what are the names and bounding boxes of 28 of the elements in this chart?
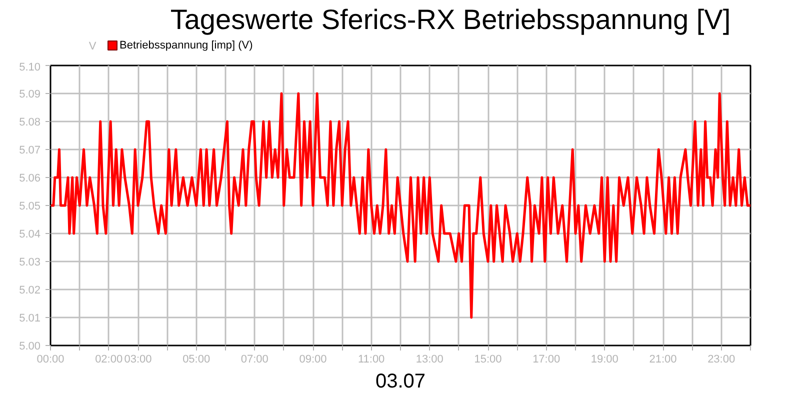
chart-title: Tageswerte Sferics-RX Betriebsspannung [V] <box>170 4 731 35</box>
x-tick-label: 02:00 <box>95 354 123 366</box>
y-tick-label: 5.00 <box>19 340 41 352</box>
x-tick-label: 19:00 <box>590 354 618 366</box>
y-tick-label: 5.10 <box>19 62 41 74</box>
x-tick-label: 21:00 <box>649 354 677 366</box>
x-tick-label: 05:00 <box>182 354 210 366</box>
x-tick-label: 13:00 <box>416 354 444 366</box>
x-tick-label: 23:00 <box>708 354 736 366</box>
y-tick-label: 5.02 <box>19 284 41 296</box>
x-tick-label: 17:00 <box>532 354 560 366</box>
x-tick-label: 11:00 <box>358 354 385 366</box>
y-tick-label: 5.04 <box>19 228 41 240</box>
y-tick-label: 5.03 <box>19 256 41 268</box>
y-axis-title: V <box>88 40 97 52</box>
legend-label: Betriebsspannung [imp] (V) <box>120 40 253 52</box>
x-tick-label: 07:00 <box>240 354 268 366</box>
x-axis-title: 03.07 <box>375 370 426 392</box>
x-tick-label: 15:00 <box>474 354 502 366</box>
y-tick-label: 5.08 <box>19 116 41 128</box>
y-tick-label: 5.05 <box>19 200 41 212</box>
y-tick-label: 5.06 <box>19 172 41 184</box>
y-tick-label: 5.07 <box>19 144 41 156</box>
y-tick-label: 5.01 <box>19 312 41 324</box>
x-tick-label: 03:00 <box>124 354 152 366</box>
x-tick-label: 00:00 <box>36 354 64 366</box>
y-tick-label: 5.09 <box>19 88 41 100</box>
x-tick-label: 09:00 <box>299 354 327 366</box>
